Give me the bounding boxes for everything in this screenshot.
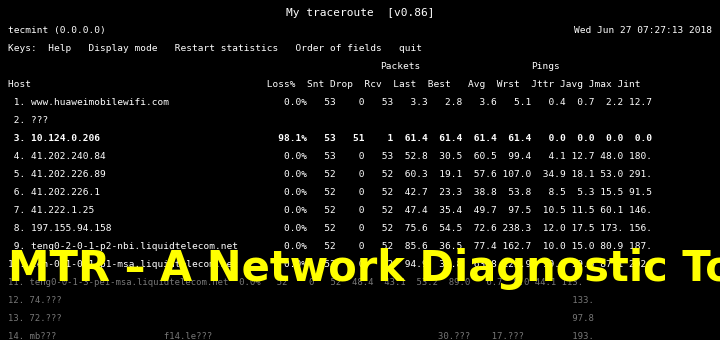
Text: 1. www.huaweimobilewifi.com                    0.0%   53    0   53   3.3   2.8  : 1. www.huaweimobilewifi.com 0.0% 53 0 53… bbox=[8, 98, 652, 107]
Text: Keys:  Help   Display mode   Restart statistics   Order of fields   quit: Keys: Help Display mode Restart statisti… bbox=[8, 44, 422, 53]
Text: Packets: Packets bbox=[380, 62, 420, 71]
Text: 3. 10.124.0.206                               98.1%   53   51    1  61.4  61.4  : 3. 10.124.0.206 98.1% 53 51 1 61.4 61.4 bbox=[8, 134, 652, 143]
Text: tecmint (0.0.0.0): tecmint (0.0.0.0) bbox=[8, 26, 106, 35]
Text: 4. 41.202.240.84                               0.0%   53    0   53  52.8  30.5  : 4. 41.202.240.84 0.0% 53 0 53 52.8 30.5 bbox=[8, 152, 652, 161]
Text: 5. 41.202.226.89                               0.0%   52    0   52  60.3  19.1  : 5. 41.202.226.89 0.0% 52 0 52 60.3 19.1 bbox=[8, 170, 652, 179]
Text: Wed Jun 27 07:27:13 2018: Wed Jun 27 07:27:13 2018 bbox=[574, 26, 712, 35]
Text: 11. teng0-0-1-3-pe1-msa.liquidtelecom.net  0.0%   52    0   52  48.4  43.1  53.2: 11. teng0-0-1-3-pe1-msa.liquidtelecom.ne… bbox=[8, 278, 583, 287]
Text: MTR – A Network Diagnostic Tool for Linux: MTR – A Network Diagnostic Tool for Linu… bbox=[8, 248, 720, 290]
Text: 2. ???: 2. ??? bbox=[8, 116, 48, 125]
Text: 7. 41.222.1.25                                 0.0%   52    0   52  47.4  35.4  : 7. 41.222.1.25 0.0% 52 0 52 47.4 35.4 bbox=[8, 206, 652, 215]
Text: 9. teng0-2-0-1-p2-nbi.liquidtelecom.net        0.0%   52    0   52  85.6  36.5  : 9. teng0-2-0-1-p2-nbi.liquidtelecom.net … bbox=[8, 242, 652, 251]
Text: 6. 41.202.226.1                                0.0%   52    0   52  42.7  23.3  : 6. 41.202.226.1 0.0% 52 0 52 42.7 23.3 bbox=[8, 188, 652, 197]
Text: Host                                         Loss%  Snt Drop  Rcv  Last  Best   : Host Loss% Snt Drop Rcv Last Best bbox=[8, 80, 641, 89]
Text: 10. ten-0-1-0-1-p1-msa.liquidtelecom.net        0.0%   52    0   52  94.9  36.8 : 10. ten-0-1-0-1-p1-msa.liquidtelecom.net… bbox=[8, 260, 652, 269]
Text: 8. 197.155.94.158                              0.0%   52    0   52  75.6  54.5  : 8. 197.155.94.158 0.0% 52 0 52 75.6 54.5 bbox=[8, 224, 652, 233]
Text: 12. 74.???                                                                      : 12. 74.??? bbox=[8, 296, 594, 305]
Text: My traceroute  [v0.86]: My traceroute [v0.86] bbox=[286, 8, 434, 18]
Text: Pings: Pings bbox=[531, 62, 559, 71]
Text: 14. mb???                    f14.le???                                          : 14. mb??? f14.le??? bbox=[8, 332, 594, 340]
Text: 13. 72.???                                                                      : 13. 72.??? bbox=[8, 314, 594, 323]
